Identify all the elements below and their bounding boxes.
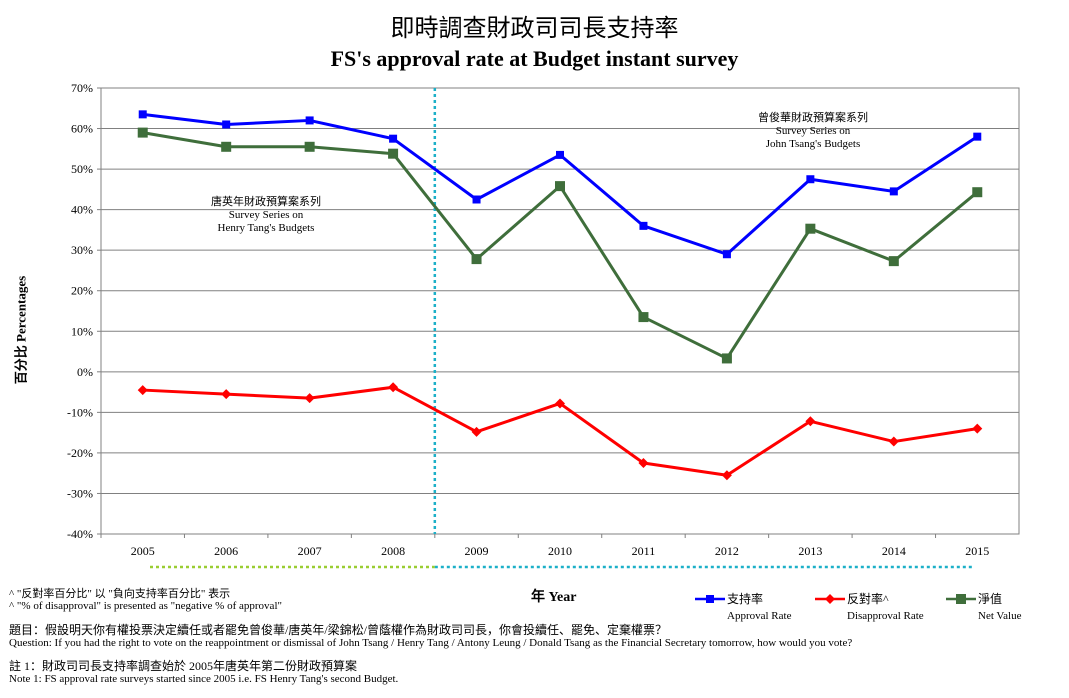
net-line xyxy=(142,131,979,360)
net-point xyxy=(888,256,899,267)
legend-net-zh: 淨值 xyxy=(978,592,1003,606)
disapproval-point xyxy=(721,470,732,481)
chart-title-en: FS's approval rate at Budget instant sur… xyxy=(330,46,739,71)
legend-disapproval-symbol xyxy=(815,594,845,604)
note1-en: Note 1: FS approval rate surveys started… xyxy=(9,673,399,685)
x-tick-label: 2013 xyxy=(798,544,822,558)
disapproval-point xyxy=(888,436,899,447)
note1-zh: 註 1：財政司司長支持率調查始於 2005年唐英年第二份財政預算案 xyxy=(9,659,358,673)
disapproval-point xyxy=(471,426,482,437)
x-tick-label: 2011 xyxy=(632,544,656,558)
tick-labels: 70% 60% 50% 40% 30% 20% 10% 0% -10% -20% -30% -40% 2… xyxy=(67,81,989,558)
x-tick-label: 2015 xyxy=(965,544,989,558)
annotation-line: 曾俊華財政預算案系列 xyxy=(758,112,868,124)
approval-point xyxy=(222,120,231,129)
approval-point xyxy=(472,195,481,204)
net-point xyxy=(805,223,816,234)
net-point xyxy=(972,187,983,198)
annotation-line: Henry Tang's Budgets xyxy=(217,222,315,234)
net-point xyxy=(471,254,482,265)
net-point xyxy=(304,141,315,152)
approval-point xyxy=(806,175,815,184)
x-tick-label: 2009 xyxy=(465,544,489,558)
y-tick-label: 60% xyxy=(71,122,93,136)
disapproval-point xyxy=(137,385,148,396)
y-tick-label: -30% xyxy=(67,486,93,500)
disapproval-point xyxy=(388,382,399,393)
x-tick-label: 2010 xyxy=(548,544,572,558)
approval-point xyxy=(305,116,314,125)
x-tick-label: 2012 xyxy=(715,544,739,558)
approval-point xyxy=(556,150,564,159)
x-tick-label: 2006 xyxy=(214,544,238,558)
series-divider xyxy=(150,88,972,569)
y-tick-label: -20% xyxy=(67,446,93,460)
y-tick-label: 20% xyxy=(71,284,93,298)
annotation-line: 唐英年財政預算案系列 xyxy=(211,196,321,208)
approval-point xyxy=(889,187,898,196)
x-tick-label: 2007 xyxy=(298,544,322,558)
net-point xyxy=(388,148,399,159)
y-axis-label: 百分比 Percentages xyxy=(13,275,29,385)
legend-net-en: Net Value xyxy=(978,610,1022,622)
approval-point xyxy=(973,132,982,141)
approval-point xyxy=(138,110,147,119)
disapproval-point xyxy=(221,389,232,400)
annotation-line: Survey Series on xyxy=(228,209,304,221)
legend-net-symbol xyxy=(946,594,976,604)
net-point xyxy=(555,181,565,192)
legend-approval-en: Approval Rate xyxy=(727,610,792,622)
annotation-line: John Tsang's Budgets xyxy=(765,138,861,150)
disapproval-point xyxy=(555,398,565,409)
question-zh: 題目：假設明天你有權投票決定續任或者罷免曾俊華/唐英年/梁錦松/曾蔭權作為財政司… xyxy=(9,623,668,637)
x-axis-label: 年 Year xyxy=(531,590,577,605)
note-disapproval-en: ^ "% of disapproval" is presented as "ne… xyxy=(9,600,282,612)
approval-point xyxy=(639,221,648,230)
approval-point xyxy=(389,134,398,143)
y-tick-label: -10% xyxy=(67,405,93,419)
y-tick-label: 50% xyxy=(71,162,93,176)
net-point xyxy=(638,312,649,323)
chart-title-zh: 即時調查財政司司長支持率 xyxy=(390,16,679,42)
y-tick-label: 40% xyxy=(71,203,93,217)
disapproval-point xyxy=(805,416,816,427)
series-lines xyxy=(137,110,983,481)
y-tick-label: -40% xyxy=(67,527,93,541)
disapproval-point xyxy=(972,423,983,434)
x-tick-label: 2008 xyxy=(381,544,405,558)
net-point xyxy=(221,141,232,152)
annotation-henry-tang: 唐英年財政預算案系列 Survey Series on Henry Tang's… xyxy=(196,196,336,235)
x-tick-label: 2005 xyxy=(131,544,155,558)
legend-disapproval-zh: 反對率^ xyxy=(847,592,889,606)
y-tick-label: 30% xyxy=(71,243,93,257)
y-tick-label: 0% xyxy=(77,365,93,379)
annotation-line: Survey Series on xyxy=(775,125,851,137)
disapproval-point xyxy=(638,458,649,469)
annotation-john-tsang: 曾俊華財政預算案系列 Survey Series on John Tsang's… xyxy=(743,112,883,151)
net-point xyxy=(721,353,732,364)
approval-point xyxy=(722,250,731,259)
legend-approval-symbol xyxy=(695,595,725,603)
question-en: Question: If you had the right to vote o… xyxy=(9,637,853,649)
y-tick-label: 10% xyxy=(71,324,93,338)
disapproval-point xyxy=(304,393,315,404)
y-tick-label: 70% xyxy=(71,81,93,95)
x-tick-label: 2014 xyxy=(882,544,906,558)
note-disapproval-zh: ^ "反對率百分比" 以 "負向支持率百分比" 表示 xyxy=(9,588,231,600)
net-point xyxy=(137,127,148,138)
legend-approval-zh: 支持率 xyxy=(727,592,764,606)
legend-disapproval-en: Disapproval Rate xyxy=(847,610,924,622)
